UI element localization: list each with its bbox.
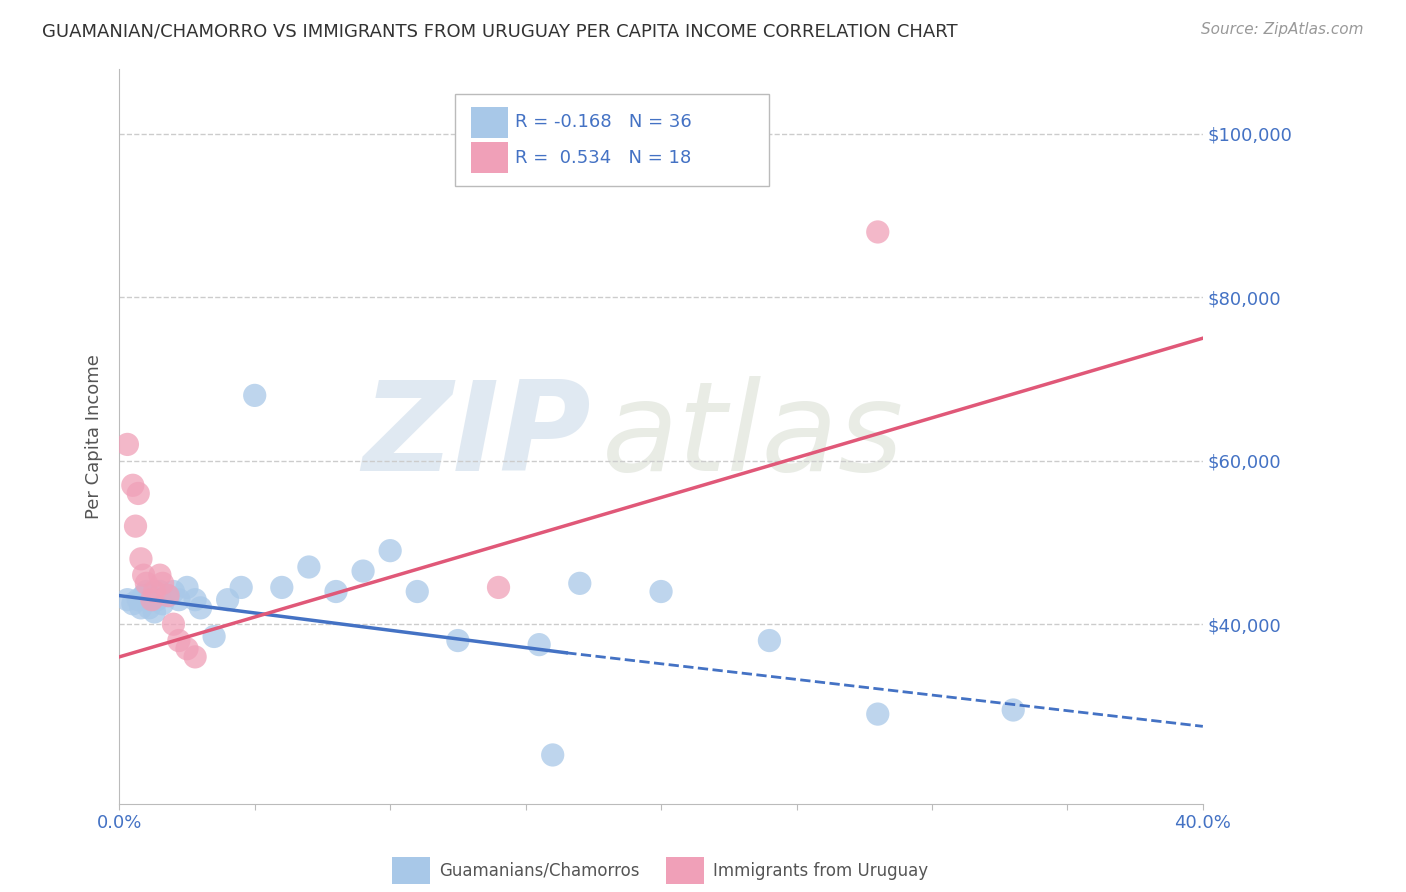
FancyBboxPatch shape (471, 142, 509, 173)
Point (143, 605, 166, 619)
Text: Guamanians/Chamorros: Guamanians/Chamorros (439, 862, 640, 880)
Point (298, 560, 321, 574)
Point (202, 630, 225, 644)
Point (527, 638, 550, 652)
Point (138, 600, 160, 615)
Point (162, 617, 184, 632)
Point (758, 633, 780, 648)
Text: R = -0.168   N = 36: R = -0.168 N = 36 (515, 113, 692, 131)
Point (157, 589, 180, 603)
Point (117, 437, 139, 451)
Point (152, 576, 174, 591)
Point (541, 747, 564, 762)
Point (141, 592, 163, 607)
Point (127, 486, 149, 500)
FancyBboxPatch shape (456, 95, 769, 186)
FancyBboxPatch shape (471, 107, 509, 137)
Y-axis label: Per Capita Income: Per Capita Income (86, 354, 103, 518)
Text: GUAMANIAN/CHAMORRO VS IMMIGRANTS FROM URUGUAY PER CAPITA INCOME CORRELATION CHAR: GUAMANIAN/CHAMORRO VS IMMIGRANTS FROM UR… (42, 22, 957, 40)
Point (217, 592, 239, 607)
Point (132, 589, 155, 603)
Text: ZIP: ZIP (361, 376, 591, 497)
Text: R =  0.534   N = 18: R = 0.534 N = 18 (515, 148, 690, 167)
Point (135, 576, 157, 591)
Point (406, 584, 429, 599)
Point (132, 568, 155, 582)
Point (117, 592, 139, 607)
Point (1002, 703, 1025, 717)
Text: Immigrants from Uruguay: Immigrants from Uruguay (713, 862, 928, 880)
Point (866, 707, 889, 722)
Point (231, 581, 253, 595)
Point (167, 633, 190, 648)
Point (129, 551, 152, 566)
Point (650, 584, 672, 599)
Point (135, 584, 157, 599)
Point (352, 564, 374, 578)
Point (184, 649, 207, 664)
Text: Source: ZipAtlas.com: Source: ZipAtlas.com (1201, 22, 1364, 37)
Point (124, 519, 146, 533)
Point (184, 592, 207, 607)
Point (325, 584, 347, 599)
Point (149, 584, 172, 599)
Point (176, 641, 198, 656)
Point (146, 592, 169, 607)
Point (380, 543, 402, 558)
Point (866, 225, 889, 239)
Point (129, 600, 152, 615)
Point (167, 592, 190, 607)
Point (176, 581, 198, 595)
Point (121, 597, 143, 611)
Text: atlas: atlas (602, 376, 904, 497)
Point (162, 584, 184, 599)
Point (143, 584, 166, 599)
Point (447, 633, 470, 648)
Point (152, 597, 174, 611)
Point (141, 592, 163, 607)
Point (190, 600, 212, 615)
Point (149, 568, 172, 582)
Point (488, 581, 510, 595)
Point (568, 576, 591, 591)
Point (127, 592, 149, 607)
Point (121, 478, 143, 492)
Point (270, 581, 292, 595)
Point (157, 589, 180, 603)
Point (243, 388, 266, 402)
